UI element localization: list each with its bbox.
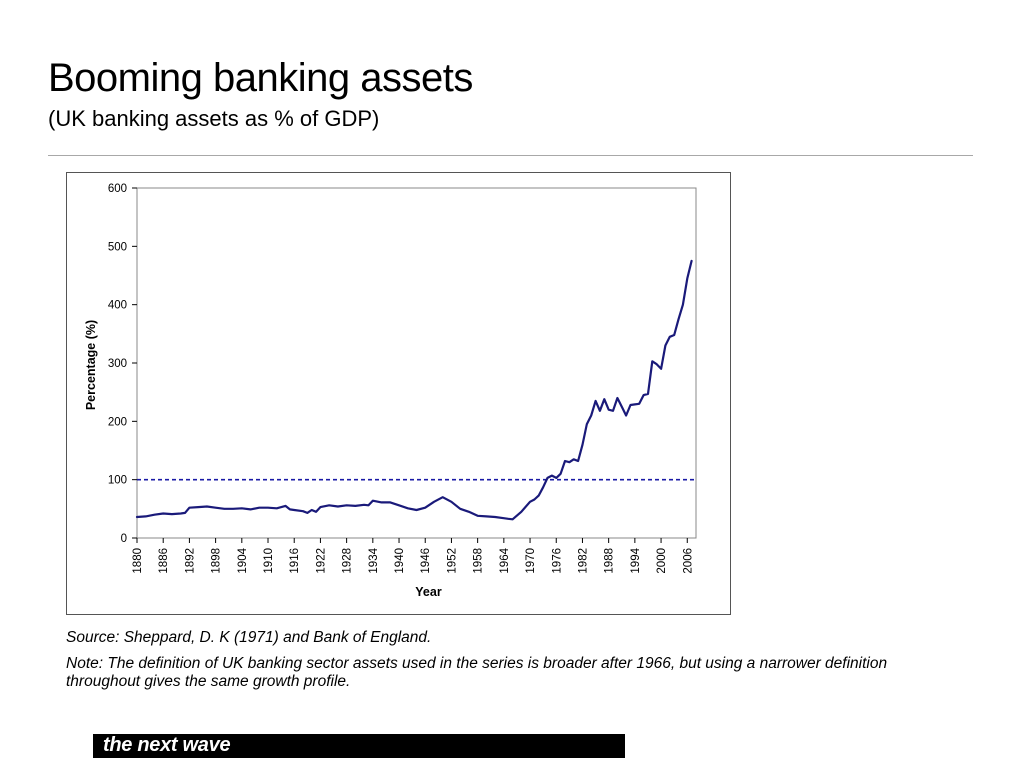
x-tick-label: 1910 [263, 548, 275, 574]
x-tick-label: 1898 [211, 548, 223, 574]
y-tick-label: 0 [121, 533, 127, 545]
x-tick-label: 1922 [315, 548, 327, 574]
line-chart: 0 100 200 300 400 500 600 1880 1886 1892 1898 1904 1… [84, 183, 697, 599]
x-tick-label: 1880 [132, 548, 144, 574]
brand-bar: the next wave [93, 734, 625, 758]
y-tick-label: 400 [108, 300, 127, 312]
title-divider [48, 155, 973, 156]
plot-area [136, 187, 697, 539]
x-tick-label: 1994 [630, 547, 642, 573]
footnotes: Source: Sheppard, D. K (1971) and Bank o… [66, 629, 916, 699]
x-tick-label: 1928 [342, 548, 354, 574]
x-tick-label: 1952 [446, 548, 458, 574]
source-note: Source: Sheppard, D. K (1971) and Bank o… [66, 629, 432, 646]
brand-logo-text: the next wave [103, 734, 231, 756]
x-tick-label: 1946 [420, 548, 432, 574]
y-tick-label: 300 [108, 358, 127, 370]
slide-title: Booming banking assets [48, 56, 473, 100]
x-tick-label: 2006 [682, 548, 694, 574]
y-tick-label: 100 [108, 475, 127, 487]
x-tick-label: 1982 [577, 548, 589, 574]
x-tick-label: 1958 [473, 548, 485, 574]
x-tick-label: 1904 [237, 547, 249, 573]
series-line-0 [135, 259, 693, 521]
y-tick-label: 600 [108, 183, 127, 195]
definition-note: Note: The definition of UK banking secto… [66, 655, 888, 690]
x-axis-title: Year [415, 585, 442, 599]
x-tick-label: 1964 [499, 547, 511, 573]
y-tick-label: 500 [108, 241, 127, 253]
y-tick-label: 200 [108, 416, 127, 428]
x-tick-label: 1988 [604, 548, 616, 574]
x-tick-label: 2000 [656, 548, 668, 574]
x-tick-label: 1976 [551, 548, 563, 574]
chart-frame: 0 100 200 300 400 500 600 1880 1886 1892 1898 1904 1… [66, 172, 731, 615]
x-tick-label: 1886 [158, 548, 170, 574]
x-tick-label: 1892 [184, 548, 196, 574]
y-axis-title: Percentage (%) [84, 320, 98, 410]
x-tick-label: 1970 [525, 548, 537, 574]
x-tick-label: 1940 [394, 548, 406, 574]
x-tick-label: 1934 [368, 547, 380, 573]
slide-subtitle: (UK banking assets as % of GDP) [48, 106, 380, 131]
x-tick-label: 1916 [289, 548, 301, 574]
